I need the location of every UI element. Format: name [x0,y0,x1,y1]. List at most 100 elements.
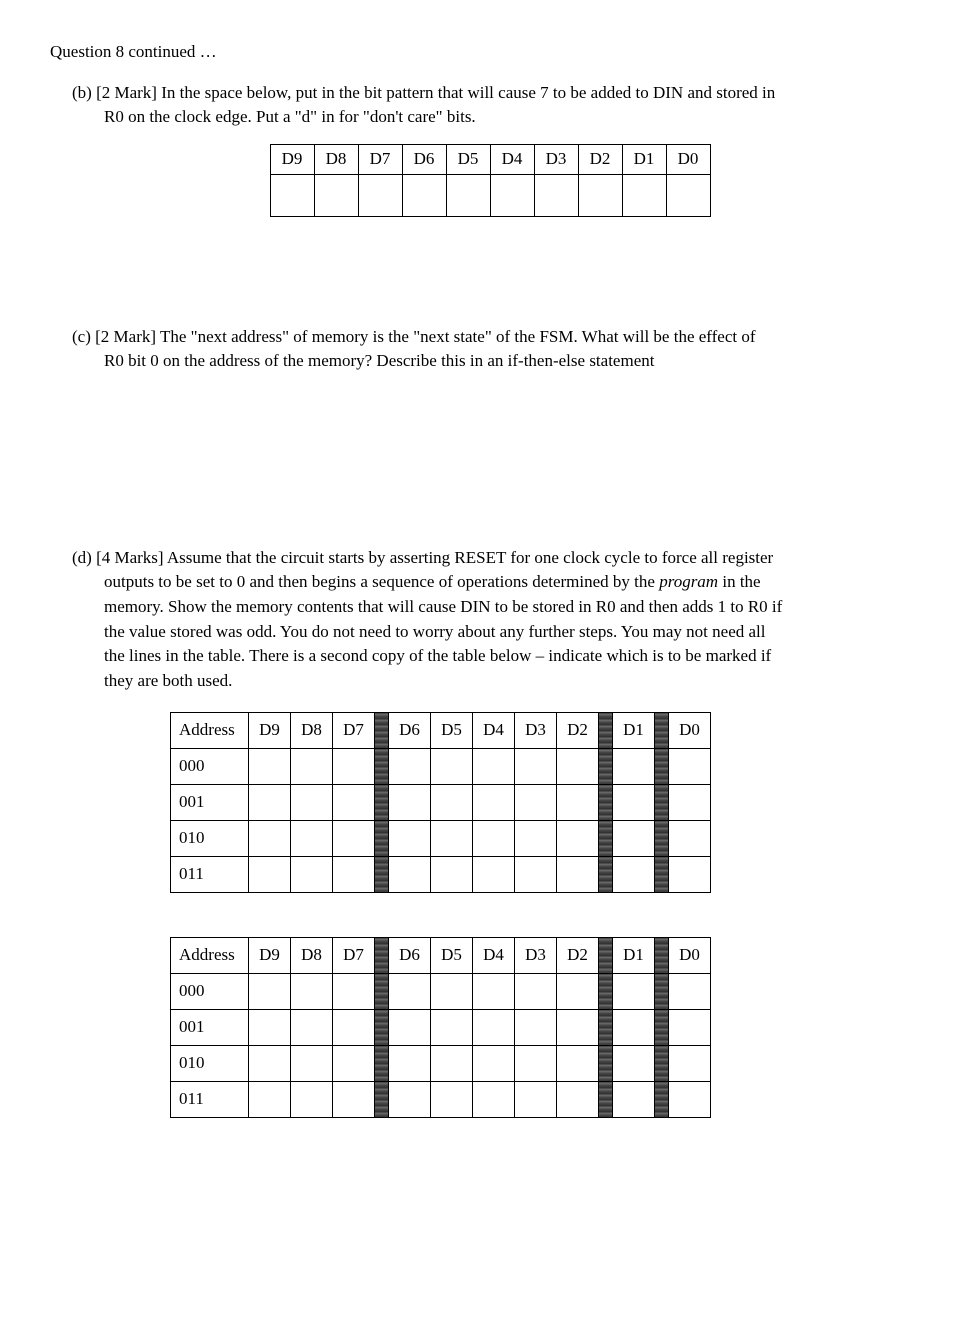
smudge-column [599,748,613,784]
addr-cell [613,820,655,856]
smudge-column [655,1081,669,1117]
bit-header-cell: D0 [666,144,710,174]
addr-header-bit: D1 [613,937,655,973]
addr-cell [333,1081,375,1117]
smudge-column [375,748,389,784]
addr-cell [333,973,375,1009]
addr-cell [249,1045,291,1081]
addr-cell [431,1045,473,1081]
addr-cell [669,1045,711,1081]
addr-cell [389,973,431,1009]
smudge-column [655,1045,669,1081]
part-b-label: (b) [72,83,92,102]
spacer [50,386,930,536]
bit-empty-cell [666,174,710,216]
smudge-column [599,712,613,748]
addr-cell [613,748,655,784]
addr-cell [669,820,711,856]
addr-cell [557,973,599,1009]
smudge-column [599,820,613,856]
addr-cell [333,1045,375,1081]
smudge-column [375,973,389,1009]
addr-cell [291,856,333,892]
addr-cell [389,1045,431,1081]
addr-row: 011 [171,1081,711,1117]
addr-row: 010 [171,1045,711,1081]
addr-row: 010 [171,820,711,856]
addr-cell [613,1081,655,1117]
addr-cell [249,1009,291,1045]
addr-header-bit: D7 [333,712,375,748]
bit-header-cell: D9 [270,144,314,174]
addr-header-bit: D6 [389,937,431,973]
bit-header-cell: D4 [490,144,534,174]
addr-cell [249,820,291,856]
addr-cell [515,856,557,892]
part-b-marks: [2 Mark] [96,83,157,102]
smudge-column [655,712,669,748]
addr-cell [557,748,599,784]
addr-cell [473,1045,515,1081]
bit-header-cell: D1 [622,144,666,174]
addr-header-bit: D3 [515,937,557,973]
addr-cell [669,856,711,892]
smudge-column [655,937,669,973]
addr-cell [515,784,557,820]
addr-cell [389,748,431,784]
addr-cell [389,1009,431,1045]
part-c: (c) [2 Mark] The "next address" of memor… [72,325,930,374]
bit-empty-cell [314,174,358,216]
smudge-column [599,973,613,1009]
addr-cell [431,1081,473,1117]
addr-cell [249,784,291,820]
addr-cell [291,784,333,820]
bit-empty-cell [534,174,578,216]
addr-cell [613,1009,655,1045]
addr-cell [473,1081,515,1117]
addr-header-bit: D0 [669,712,711,748]
part-c-marks: [2 Mark] [95,327,156,346]
smudge-column [655,820,669,856]
address-table-1: Address D9 D8 D7 D6 D5 D4 D3 D2 D1 D0 00… [170,712,711,893]
part-d: (d) [4 Marks] Assume that the circuit st… [72,546,930,694]
bit-empty-cell [622,174,666,216]
addr-cell [669,748,711,784]
addr-cell [515,1045,557,1081]
smudge-column [655,1009,669,1045]
addr-value: 010 [171,1045,249,1081]
addr-cell [515,973,557,1009]
smudge-column [599,856,613,892]
smudge-column [375,1009,389,1045]
smudge-column [375,820,389,856]
addr-header-bit: D0 [669,937,711,973]
bit-header-cell: D5 [446,144,490,174]
addr-cell [613,1045,655,1081]
part-d-text2: outputs to be set to 0 and then begins a… [104,572,659,591]
addr-cell [333,784,375,820]
part-d-text7: they are both used. [104,671,232,690]
addr-cell [515,1009,557,1045]
bit-header-cell: D3 [534,144,578,174]
addr-cell [669,1081,711,1117]
smudge-column [375,784,389,820]
smudge-column [599,784,613,820]
addr-header-bit: D3 [515,712,557,748]
addr-value: 011 [171,1081,249,1117]
addr-cell [249,973,291,1009]
addr-value: 001 [171,784,249,820]
bit-empty-cell [358,174,402,216]
addr-header-row: Address D9 D8 D7 D6 D5 D4 D3 D2 D1 D0 [171,712,711,748]
addr-cell [291,748,333,784]
addr-cell [557,1009,599,1045]
addr-cell [333,820,375,856]
addr-value: 001 [171,1009,249,1045]
addr-cell [431,820,473,856]
addr-value: 011 [171,856,249,892]
addr-header-bit: D2 [557,937,599,973]
part-d-text3: in the [718,572,761,591]
bit-empty-cell [446,174,490,216]
addr-cell [291,1081,333,1117]
addr-cell [515,820,557,856]
addr-cell [249,1081,291,1117]
addr-header-bit: D9 [249,712,291,748]
